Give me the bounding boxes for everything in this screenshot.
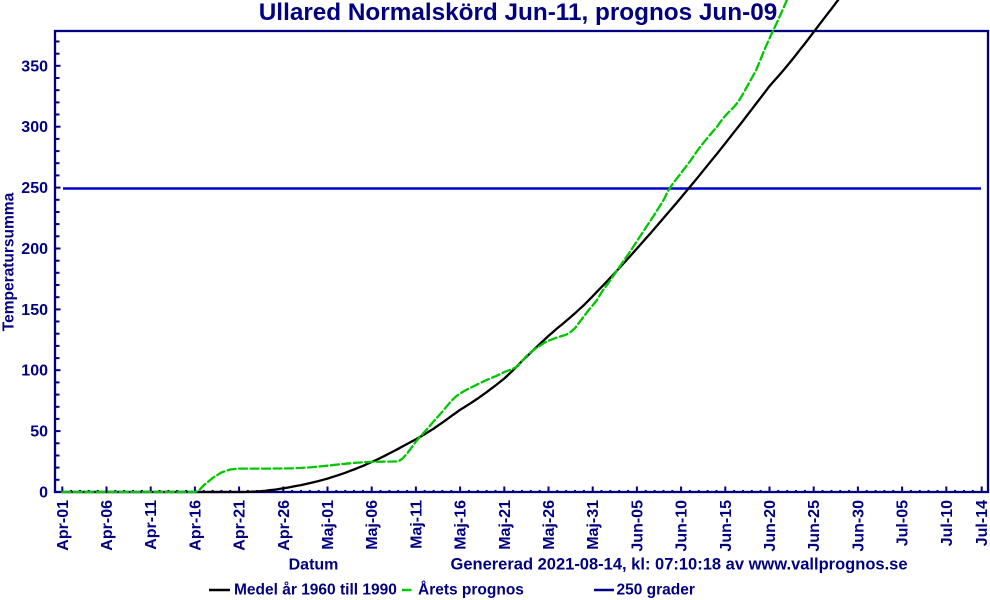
svg-text:Maj-06: Maj-06	[364, 500, 381, 550]
svg-text:Jun-15: Jun-15	[718, 500, 735, 552]
svg-text:Jun-10: Jun-10	[674, 500, 691, 552]
svg-text:Årets prognos: Årets prognos	[418, 582, 524, 599]
svg-text:Maj-16: Maj-16	[453, 500, 470, 550]
svg-text:Ullared Normalskörd Jun-11, pr: Ullared Normalskörd Jun-11, prognos Jun-…	[259, 0, 777, 26]
svg-text:Maj-01: Maj-01	[320, 500, 337, 550]
svg-text:Medel år 1960 till 1990: Medel år 1960 till 1990	[234, 582, 397, 599]
svg-text:Maj-26: Maj-26	[541, 500, 558, 550]
svg-text:50: 50	[30, 424, 48, 441]
svg-text:Jun-20: Jun-20	[762, 500, 779, 552]
svg-text:Maj-11: Maj-11	[408, 500, 425, 549]
svg-text:Temperatursumma: Temperatursumma	[1, 192, 18, 331]
svg-text:Apr-26: Apr-26	[276, 500, 293, 551]
svg-text:Apr-01: Apr-01	[55, 500, 72, 551]
svg-text:Jun-05: Jun-05	[629, 500, 646, 552]
svg-text:250: 250	[21, 180, 48, 197]
svg-text:Apr-11: Apr-11	[143, 500, 160, 550]
svg-text:Apr-21: Apr-21	[232, 500, 249, 551]
svg-text:250 grader: 250 grader	[617, 582, 695, 599]
svg-text:200: 200	[21, 241, 48, 258]
svg-text:150: 150	[21, 302, 48, 319]
svg-text:0: 0	[39, 485, 48, 502]
svg-text:Maj-21: Maj-21	[497, 500, 514, 550]
svg-text:350: 350	[21, 58, 48, 75]
svg-text:Jul-10: Jul-10	[939, 500, 956, 546]
svg-text:Genererad 2021-08-14, kl: 07:1: Genererad 2021-08-14, kl: 07:10:18 av ww…	[450, 556, 907, 574]
svg-text:Jun-25: Jun-25	[806, 500, 823, 552]
svg-text:Jun-30: Jun-30	[850, 500, 867, 552]
svg-text:Apr-16: Apr-16	[187, 500, 204, 551]
svg-text:Jul-14: Jul-14	[974, 500, 990, 546]
svg-text:100: 100	[21, 363, 48, 380]
svg-text:Jul-05: Jul-05	[895, 500, 912, 546]
svg-text:Datum: Datum	[289, 557, 339, 574]
svg-text:Apr-06: Apr-06	[99, 500, 116, 551]
svg-text:Maj-31: Maj-31	[585, 500, 602, 550]
svg-text:300: 300	[21, 119, 48, 136]
